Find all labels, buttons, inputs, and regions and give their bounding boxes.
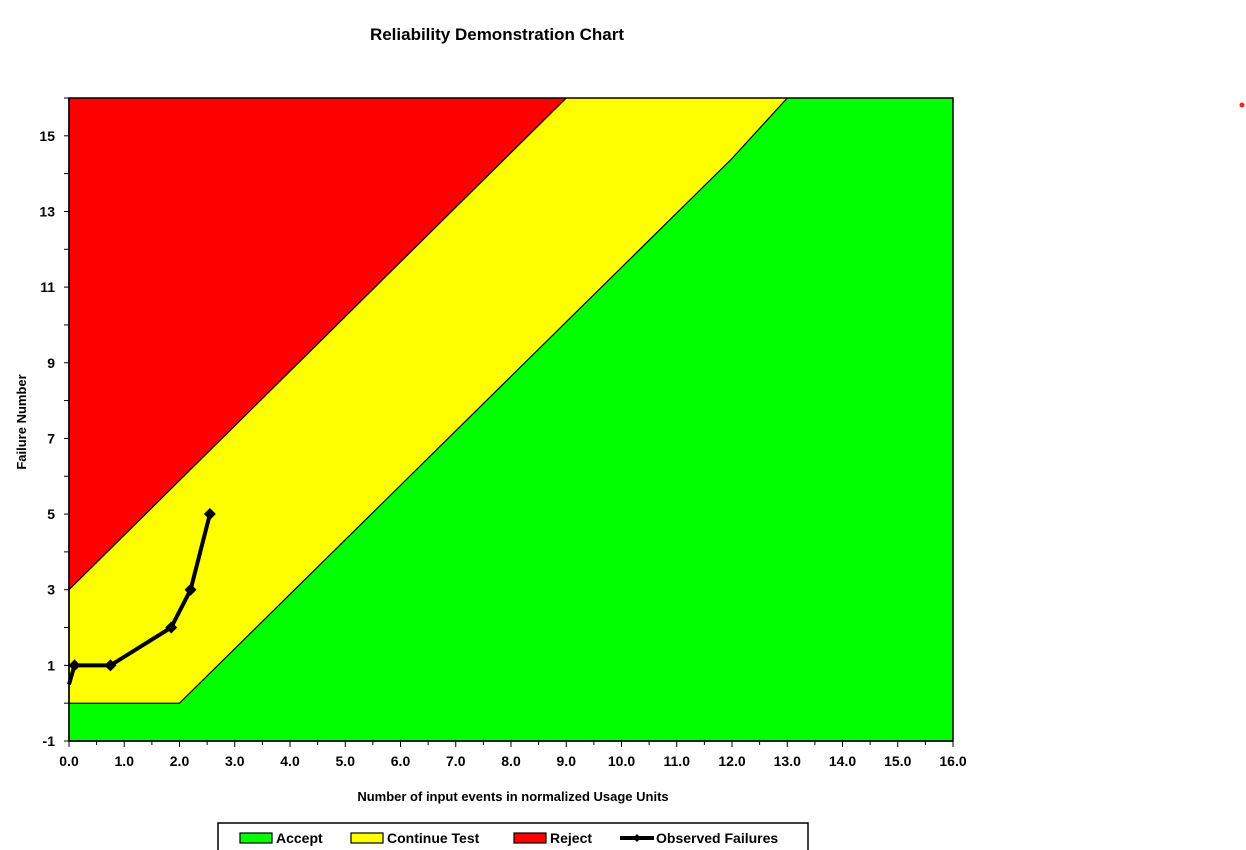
- observed-failure-point: [184, 583, 197, 596]
- x-tick-label: 3.0: [225, 753, 245, 769]
- x-tick-label: 1.0: [115, 753, 135, 769]
- observed-failures-series: [67, 508, 216, 685]
- legend-label: Accept: [276, 830, 323, 846]
- legend-marker-observed-failures: [633, 834, 641, 842]
- reject-boundary-line: [68, 97, 567, 591]
- legend-label: Reject: [550, 830, 592, 846]
- chart-title: Reliability Demonstration Chart: [370, 25, 624, 44]
- stray-red-dot: [1239, 102, 1245, 108]
- x-tick-label: 7.0: [446, 753, 466, 769]
- x-axis: 0.0 1.0 2.0 3.0 4.0 5.0 6.0 7.0 8.0 9.0 10.0 11.0 12…: [59, 740, 967, 769]
- observed-failure-point: [165, 621, 178, 634]
- y-tick-label: 15: [39, 128, 55, 144]
- x-tick-label: 0.0: [59, 753, 79, 769]
- x-tick-label: 15.0: [884, 753, 911, 769]
- observed-failure-point: [68, 659, 81, 672]
- legend-swatch-accept: [239, 832, 273, 844]
- observed-failure-point: [203, 508, 216, 521]
- observed-failure-point: [104, 659, 117, 672]
- x-tick-label: 12.0: [718, 753, 745, 769]
- x-tick-label: 11.0: [664, 753, 691, 769]
- y-tick-label: -1: [43, 733, 56, 749]
- x-tick-label: 10.0: [608, 753, 635, 769]
- x-tick-label: 13.0: [774, 753, 801, 769]
- legend-swatch-reject: [513, 832, 547, 844]
- y-tick-label: 9: [47, 355, 55, 371]
- y-axis-title: Failure Number: [14, 374, 29, 469]
- x-axis-title: Number of input events in normalized Usa…: [357, 789, 668, 804]
- x-tick-label: 14.0: [829, 753, 856, 769]
- y-tick-label: 5: [47, 506, 55, 522]
- y-tick-label: 11: [40, 279, 55, 295]
- x-tick-label: 16.0: [939, 753, 966, 769]
- y-tick-label: 1: [47, 657, 55, 673]
- legend-swatch-continue-test: [350, 832, 384, 844]
- accept-region: [69, 98, 953, 741]
- y-tick-label: 3: [47, 582, 55, 598]
- x-tick-label: 5.0: [336, 753, 356, 769]
- chart-regions: [68, 97, 953, 741]
- accept-boundary-line: [69, 97, 788, 704]
- x-tick-label: 4.0: [280, 753, 300, 769]
- y-tick-label: 7: [47, 430, 55, 446]
- x-tick-label: 2.0: [170, 753, 190, 769]
- x-tick-label: 6.0: [391, 753, 411, 769]
- legend-label: Observed Failures: [656, 830, 778, 846]
- x-tick-label: 9.0: [557, 753, 577, 769]
- y-tick-label: 13: [39, 203, 55, 219]
- legend-label: Continue Test: [387, 830, 480, 846]
- chart-legend: Accept Continue Test Reject Observed Failur…: [217, 822, 809, 850]
- legend-box: [217, 822, 809, 850]
- x-tick-label: 8.0: [501, 753, 521, 769]
